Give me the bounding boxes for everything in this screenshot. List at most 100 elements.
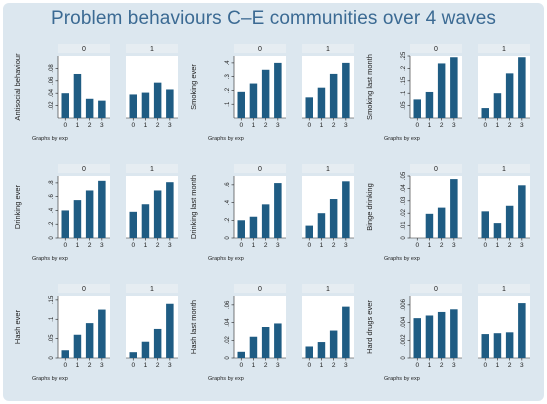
facet-strip [410, 44, 462, 53]
y-tick-label: .6 [225, 182, 231, 188]
x-tick-label: 3 [452, 242, 456, 249]
x-tick-label: 2 [332, 362, 336, 369]
bar [425, 213, 434, 238]
y-tick-label: 0 [225, 356, 231, 360]
y-axis-title: Binge drinking [365, 183, 374, 231]
x-tick-label: 1 [496, 122, 500, 129]
bar [329, 73, 338, 118]
bar [85, 323, 94, 358]
y-tick-label: .2 [225, 217, 231, 223]
bar [85, 190, 94, 238]
x-tick-label: 2 [156, 362, 160, 369]
x-tick-label: 0 [483, 242, 487, 249]
bar [425, 91, 434, 118]
bar [518, 57, 526, 118]
bar [342, 306, 350, 358]
y-tick-label: 0 [49, 356, 55, 360]
graphs-by-note: Graphs by exp [32, 136, 68, 142]
bar [98, 180, 106, 238]
x-tick-label: 1 [496, 362, 500, 369]
x-tick-label: 0 [415, 122, 419, 129]
bar [317, 342, 326, 358]
bar [153, 190, 162, 238]
x-tick-label: 1 [76, 242, 80, 249]
y-tick-label: .02 [49, 101, 55, 110]
facet-strip [234, 164, 286, 173]
chart-hash-ever: Hash ever 0 .05 .1 .15 0 0 1 2 3 1 0 1 2 3 Graphs by ex… [13, 284, 178, 382]
bar [493, 93, 502, 118]
x-tick-label: 2 [264, 242, 268, 249]
facet-label: 1 [502, 166, 506, 173]
chart-hard-drugs-ever: Hard drugs ever 0 .002 .004 .006 0 0 1 2 3 1 0 1 2 3 Gr… [365, 284, 530, 382]
x-tick-label: 3 [520, 122, 524, 129]
y-tick-label: .004 [401, 316, 407, 328]
y-tick-label: .2 [49, 221, 55, 227]
y-tick-label: .06 [225, 300, 231, 309]
x-tick-label: 1 [428, 122, 432, 129]
chart-antisocial-behaviour: Antisocial behaviour .02 .04 .06 .08 0 0 1 2 3 1 0 1… [13, 44, 178, 142]
bar [342, 181, 350, 238]
facet-label: 1 [502, 46, 506, 53]
y-tick-label: .05 [49, 334, 55, 343]
facet-label: 1 [326, 286, 330, 293]
facet-label: 1 [326, 166, 330, 173]
facet-label: 1 [326, 46, 330, 53]
x-tick-label: 3 [344, 242, 348, 249]
bar [249, 336, 258, 358]
graphs-by-note: Graphs by exp [384, 376, 420, 382]
y-tick-label: 0 [49, 236, 55, 240]
facet-strip [126, 164, 178, 173]
bar [249, 216, 258, 238]
y-tick-label: .002 [401, 334, 407, 346]
x-tick-label: 1 [320, 242, 324, 249]
x-tick-label: 3 [452, 362, 456, 369]
bar [274, 62, 282, 118]
x-tick-label: 3 [520, 242, 524, 249]
x-tick-label: 2 [508, 242, 512, 249]
x-tick-label: 2 [332, 122, 336, 129]
x-tick-label: 0 [131, 122, 135, 129]
x-tick-label: 3 [344, 362, 348, 369]
x-tick-label: 1 [428, 362, 432, 369]
x-tick-label: 1 [144, 122, 148, 129]
bar [437, 207, 446, 238]
bar [98, 309, 106, 358]
x-tick-label: 1 [252, 242, 256, 249]
bar [129, 352, 137, 358]
bar [305, 346, 313, 358]
y-tick-label: 0 [401, 356, 407, 360]
y-tick-label: .04 [49, 88, 55, 97]
y-tick-label: .15 [49, 295, 55, 304]
facet-strip [410, 164, 462, 173]
y-axis-title: Drinking last month [189, 175, 198, 239]
bar [450, 309, 458, 358]
bar [317, 213, 326, 238]
bar [73, 73, 82, 118]
figure-title: Problem behaviours C–E communities over … [50, 8, 497, 29]
graphs-by-note: Graphs by exp [208, 256, 244, 262]
bar [305, 225, 313, 238]
x-tick-label: 3 [276, 362, 280, 369]
bar [61, 210, 69, 238]
x-tick-label: 2 [264, 122, 268, 129]
bar [317, 87, 326, 118]
x-tick-label: 0 [63, 362, 67, 369]
bar [85, 98, 94, 118]
x-tick-label: 0 [131, 242, 135, 249]
facet-strip [478, 164, 530, 173]
x-tick-label: 0 [307, 122, 311, 129]
x-tick-label: 3 [168, 122, 172, 129]
y-axis-title: Smoking ever [189, 64, 198, 110]
y-tick-label: .1 [49, 316, 55, 322]
bar [437, 63, 446, 118]
y-tick-label: .05 [401, 171, 407, 180]
x-tick-label: 3 [344, 122, 348, 129]
x-tick-label: 2 [508, 362, 512, 369]
x-tick-label: 2 [332, 242, 336, 249]
x-tick-label: 1 [320, 122, 324, 129]
bar [98, 100, 106, 118]
y-axis-title: Hash last month [189, 300, 198, 354]
bar [437, 311, 446, 358]
x-tick-label: 1 [252, 122, 256, 129]
facet-label: 0 [258, 46, 262, 53]
